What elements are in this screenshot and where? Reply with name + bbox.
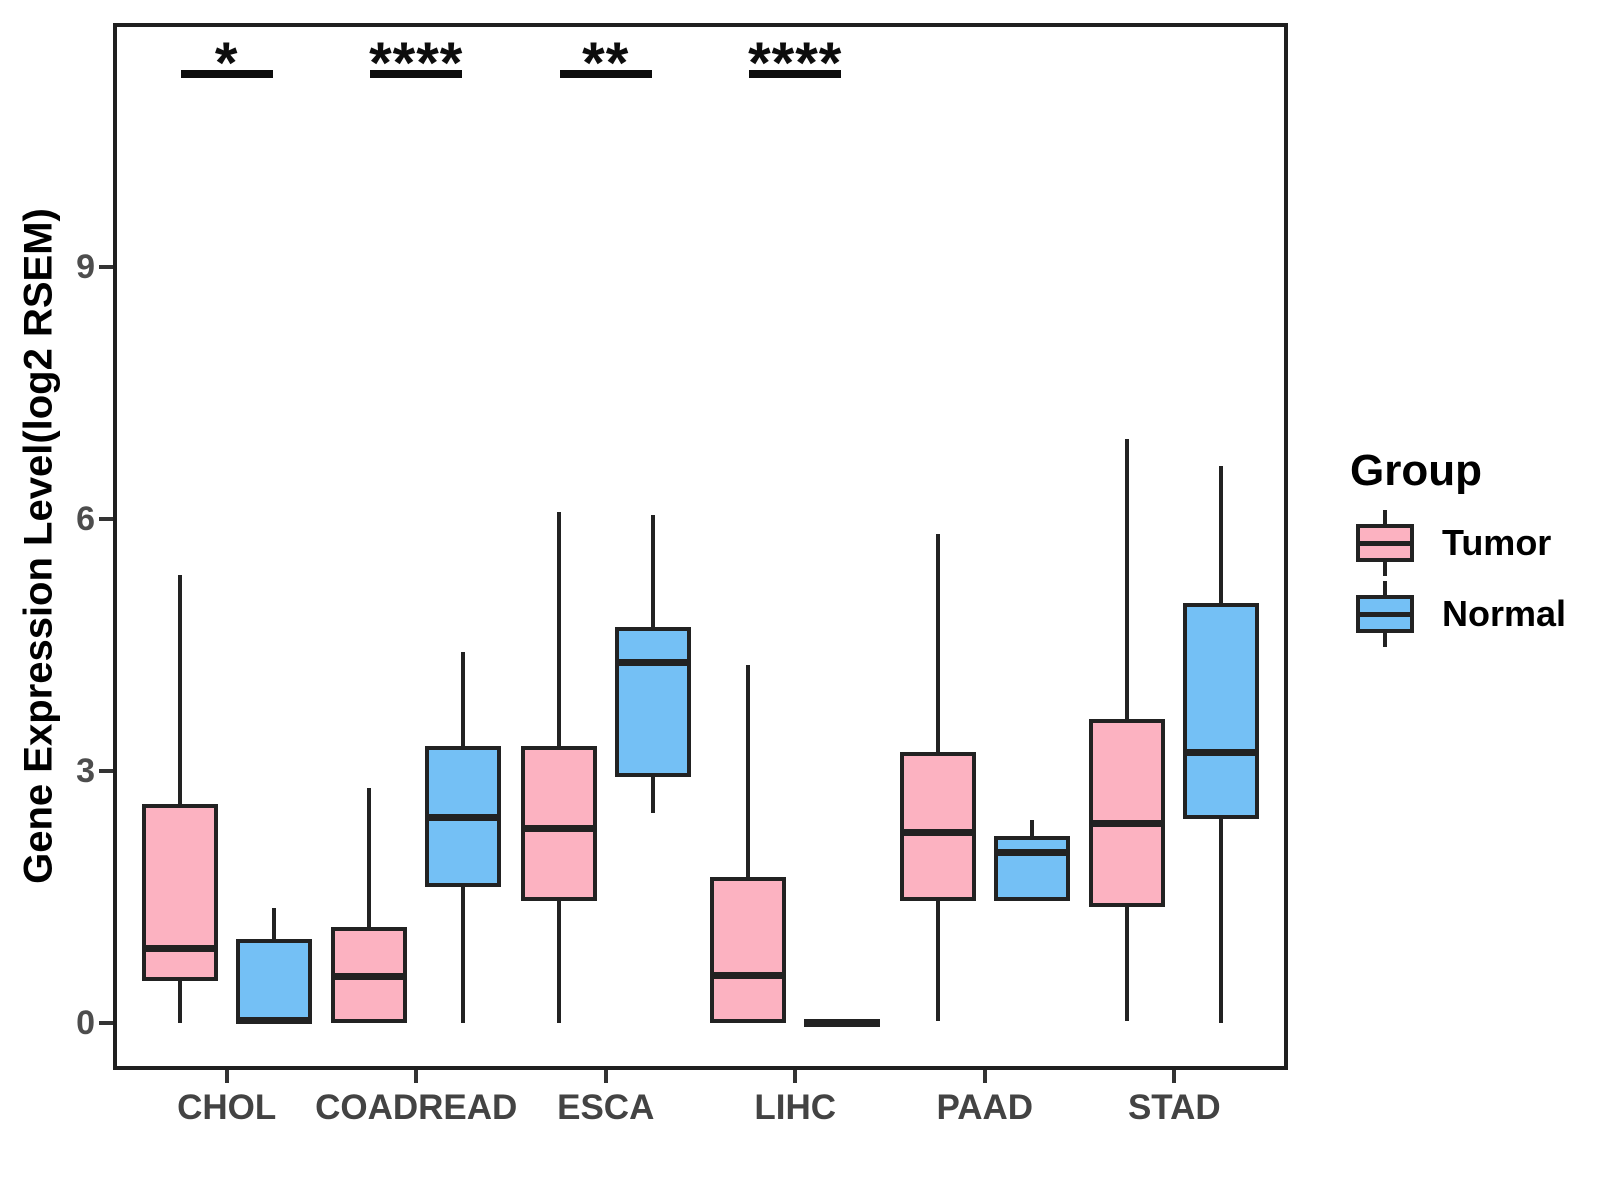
x-axis-label-CHOL: CHOL [177, 1088, 277, 1127]
x-axis-label-LIHC: LIHC [754, 1088, 837, 1127]
box-tumor-ESCA [520, 745, 597, 902]
box-normal-ESCA [614, 627, 691, 777]
box-normal-STAD [1183, 602, 1260, 819]
y-tick-3 [99, 768, 113, 773]
y-tick-label-0: 0 [76, 1003, 95, 1042]
y-tick-label-9: 9 [76, 247, 95, 286]
x-axis-label-COADREAD: COADREAD [315, 1088, 518, 1127]
sig-stars-COADREAD: **** [369, 31, 464, 96]
median-normal-PAAD [993, 848, 1070, 856]
x-axis-label-ESCA: ESCA [557, 1088, 655, 1127]
legend-key-tumor: Tumor [1350, 510, 1566, 576]
sig-stars-LIHC: **** [748, 31, 843, 96]
x-tick-ESCA [603, 1070, 608, 1083]
box-tumor-CHOL [141, 804, 218, 981]
median-normal-CHOL [235, 1017, 312, 1025]
median-tumor-ESCA [520, 824, 597, 832]
sig-stars-ESCA: ** [582, 31, 630, 96]
legend-boxplot-icon [1356, 510, 1414, 576]
median-normal-STAD [1183, 748, 1260, 756]
median-normal-COADREAD [425, 814, 502, 822]
box-tumor-PAAD [899, 751, 976, 902]
y-tick-label-3: 3 [76, 751, 95, 790]
x-tick-STAD [1172, 1070, 1177, 1083]
median-tumor-COADREAD [331, 972, 408, 980]
plot-panel [113, 23, 1288, 1070]
y-tick-0 [99, 1020, 113, 1025]
median-normal-LIHC [804, 1019, 881, 1027]
x-tick-CHOL [224, 1070, 229, 1083]
x-axis-label-STAD: STAD [1127, 1088, 1221, 1127]
median-tumor-LIHC [710, 972, 787, 980]
x-axis-label-PAAD: PAAD [936, 1088, 1034, 1127]
sig-bar-LIHC [749, 70, 842, 78]
box-normal-PAAD [993, 835, 1070, 902]
median-tumor-PAAD [899, 829, 976, 837]
legend-key-normal: Normal [1350, 581, 1566, 647]
x-tick-PAAD [982, 1070, 987, 1083]
median-tumor-STAD [1089, 819, 1166, 827]
legend: Group Tumor Normal [1350, 446, 1566, 652]
y-tick-9 [99, 264, 113, 269]
legend-title: Group [1350, 446, 1482, 495]
sig-bar-CHOL [180, 70, 273, 78]
legend-label: Normal [1442, 593, 1567, 634]
legend-label: Tumor [1442, 522, 1552, 563]
whisker-tumor-COADREAD [367, 787, 372, 1023]
box-normal-CHOL [235, 938, 312, 1023]
x-tick-COADREAD [414, 1070, 419, 1083]
sig-bar-COADREAD [370, 70, 463, 78]
sig-bar-ESCA [559, 70, 652, 78]
y-axis-title: Gene Expression Level(log2 RSEM) [16, 208, 61, 884]
median-tumor-CHOL [141, 945, 218, 953]
legend-boxplot-icon [1356, 581, 1414, 647]
whisker-tumor-LIHC [746, 664, 751, 1023]
x-tick-LIHC [793, 1070, 798, 1083]
y-tick-6 [99, 516, 113, 521]
box-tumor-STAD [1089, 718, 1166, 907]
box-tumor-LIHC [710, 876, 787, 1023]
sig-stars-CHOL: * [214, 31, 239, 96]
median-normal-ESCA [614, 658, 691, 666]
y-tick-label-6: 6 [76, 499, 95, 538]
whisker-tumor-CHOL [177, 575, 182, 1023]
